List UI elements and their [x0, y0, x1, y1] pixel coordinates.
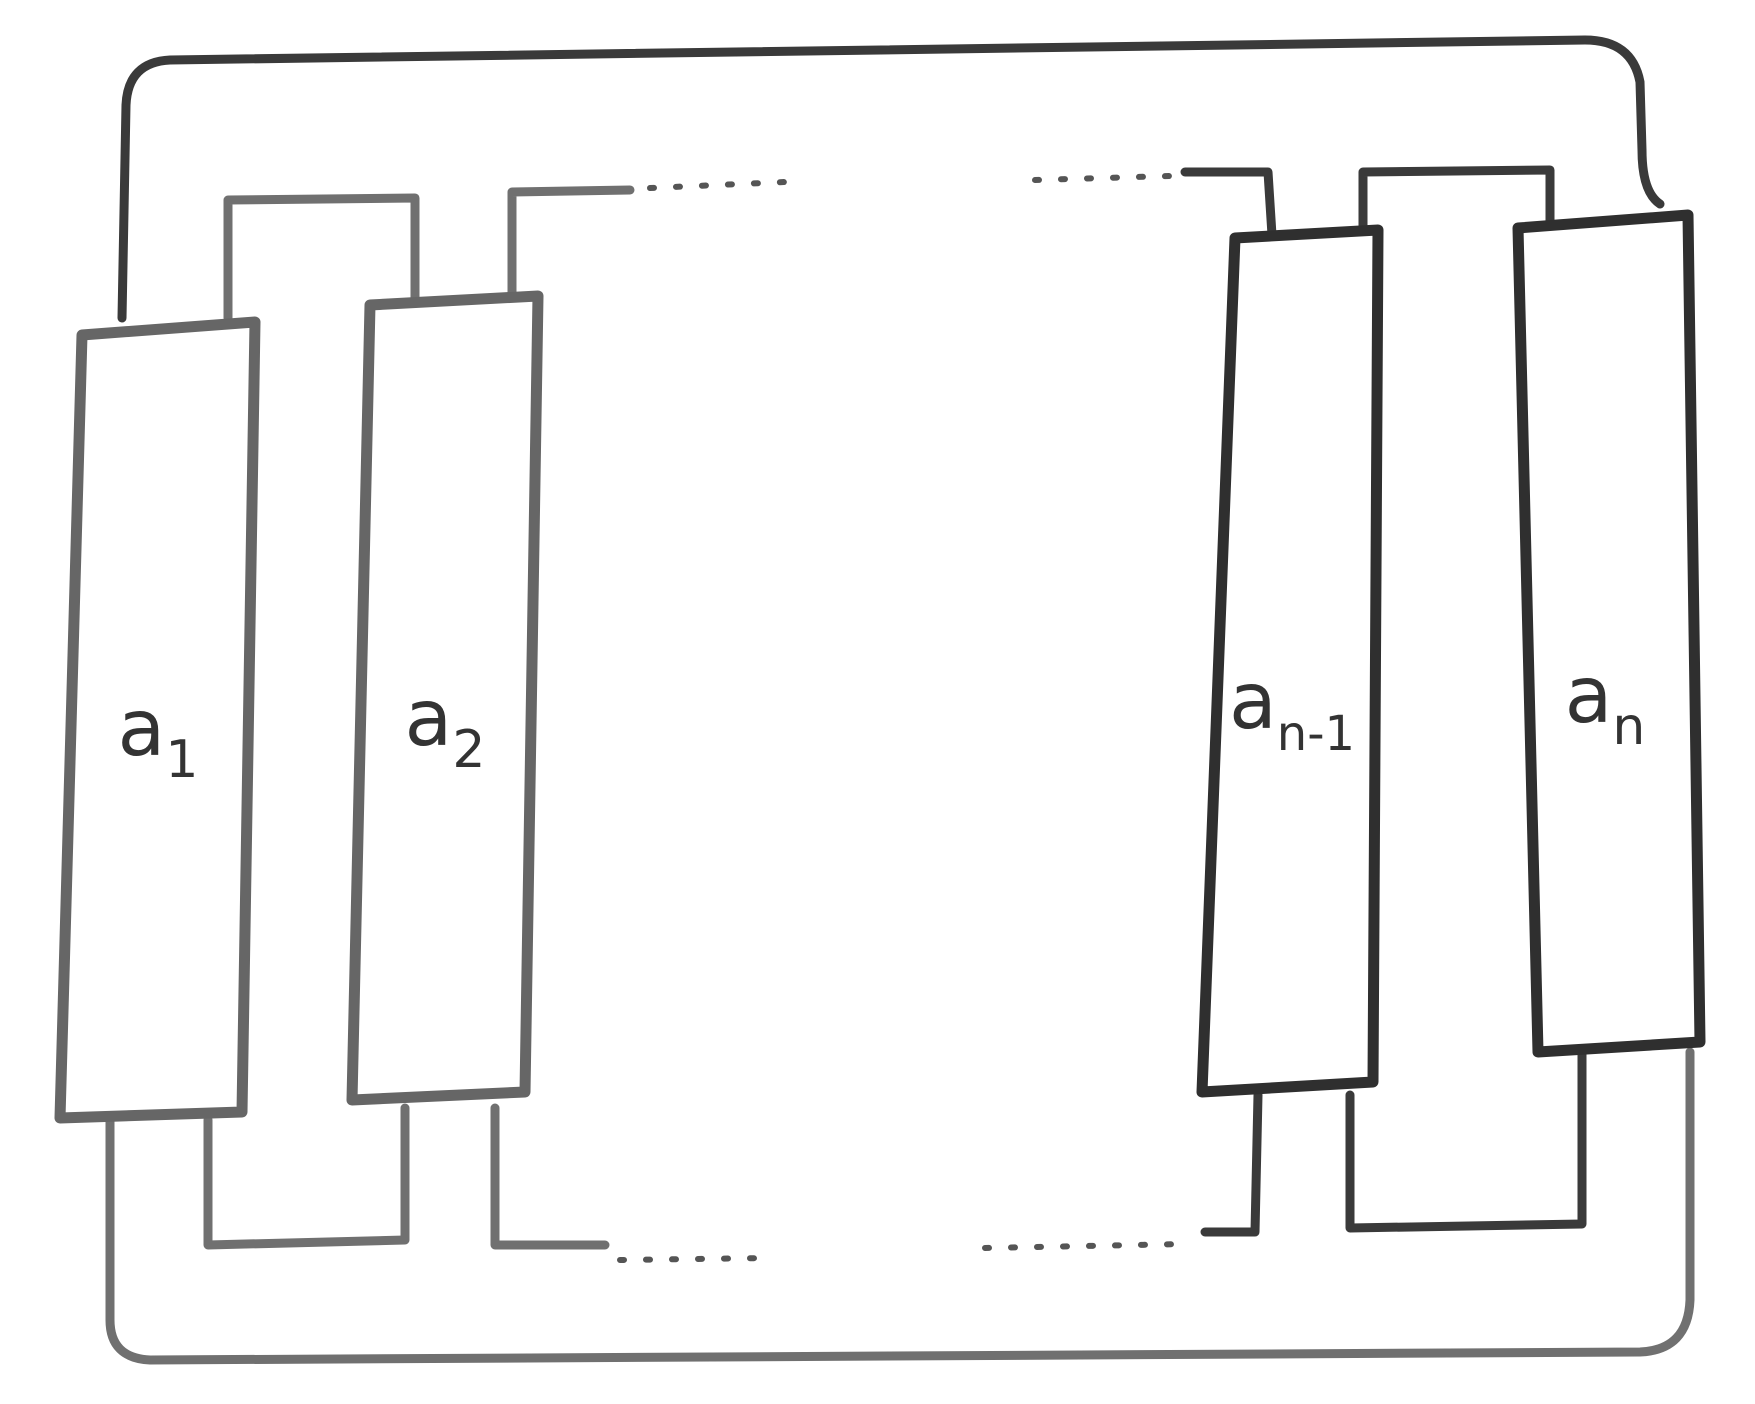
component-a2: a2 — [346, 290, 544, 1106]
component-a1: a1 — [54, 316, 261, 1124]
wire-in-an1-bottom — [1200, 1090, 1263, 1237]
component-a1-box — [54, 316, 261, 1124]
outer-bottom-wire — [105, 1047, 1695, 1365]
component-an-1-box — [1196, 224, 1384, 1098]
component-an: an — [1512, 209, 1706, 1058]
component-a1-label: a1 — [118, 684, 199, 790]
wire-a2-bottom-out — [490, 1103, 610, 1250]
ellipsis-bottom-right — [982, 1241, 1188, 1251]
wire-an1-an-top — [1358, 165, 1555, 240]
wire-a1-a2-top — [223, 193, 420, 323]
wire-in-an1-top — [1180, 167, 1277, 240]
component-an-label: an — [1565, 651, 1646, 757]
ellipsis-top-left — [647, 179, 788, 191]
component-a2-box — [346, 290, 544, 1106]
component-an-1-label: an-1 — [1229, 657, 1355, 762]
ellipsis-bottom-left — [617, 1255, 773, 1263]
ellipsis-top-right — [1032, 173, 1173, 183]
outer-top-wire — [117, 35, 1665, 323]
wire-an1-an-bottom — [1345, 1047, 1587, 1233]
component-an-box — [1512, 209, 1706, 1058]
component-a2-label: a2 — [405, 674, 486, 780]
wire-a2-top-out — [507, 185, 635, 303]
component-an-1: an-1 — [1196, 224, 1384, 1098]
wire-a1-a2-bottom — [203, 1103, 410, 1250]
